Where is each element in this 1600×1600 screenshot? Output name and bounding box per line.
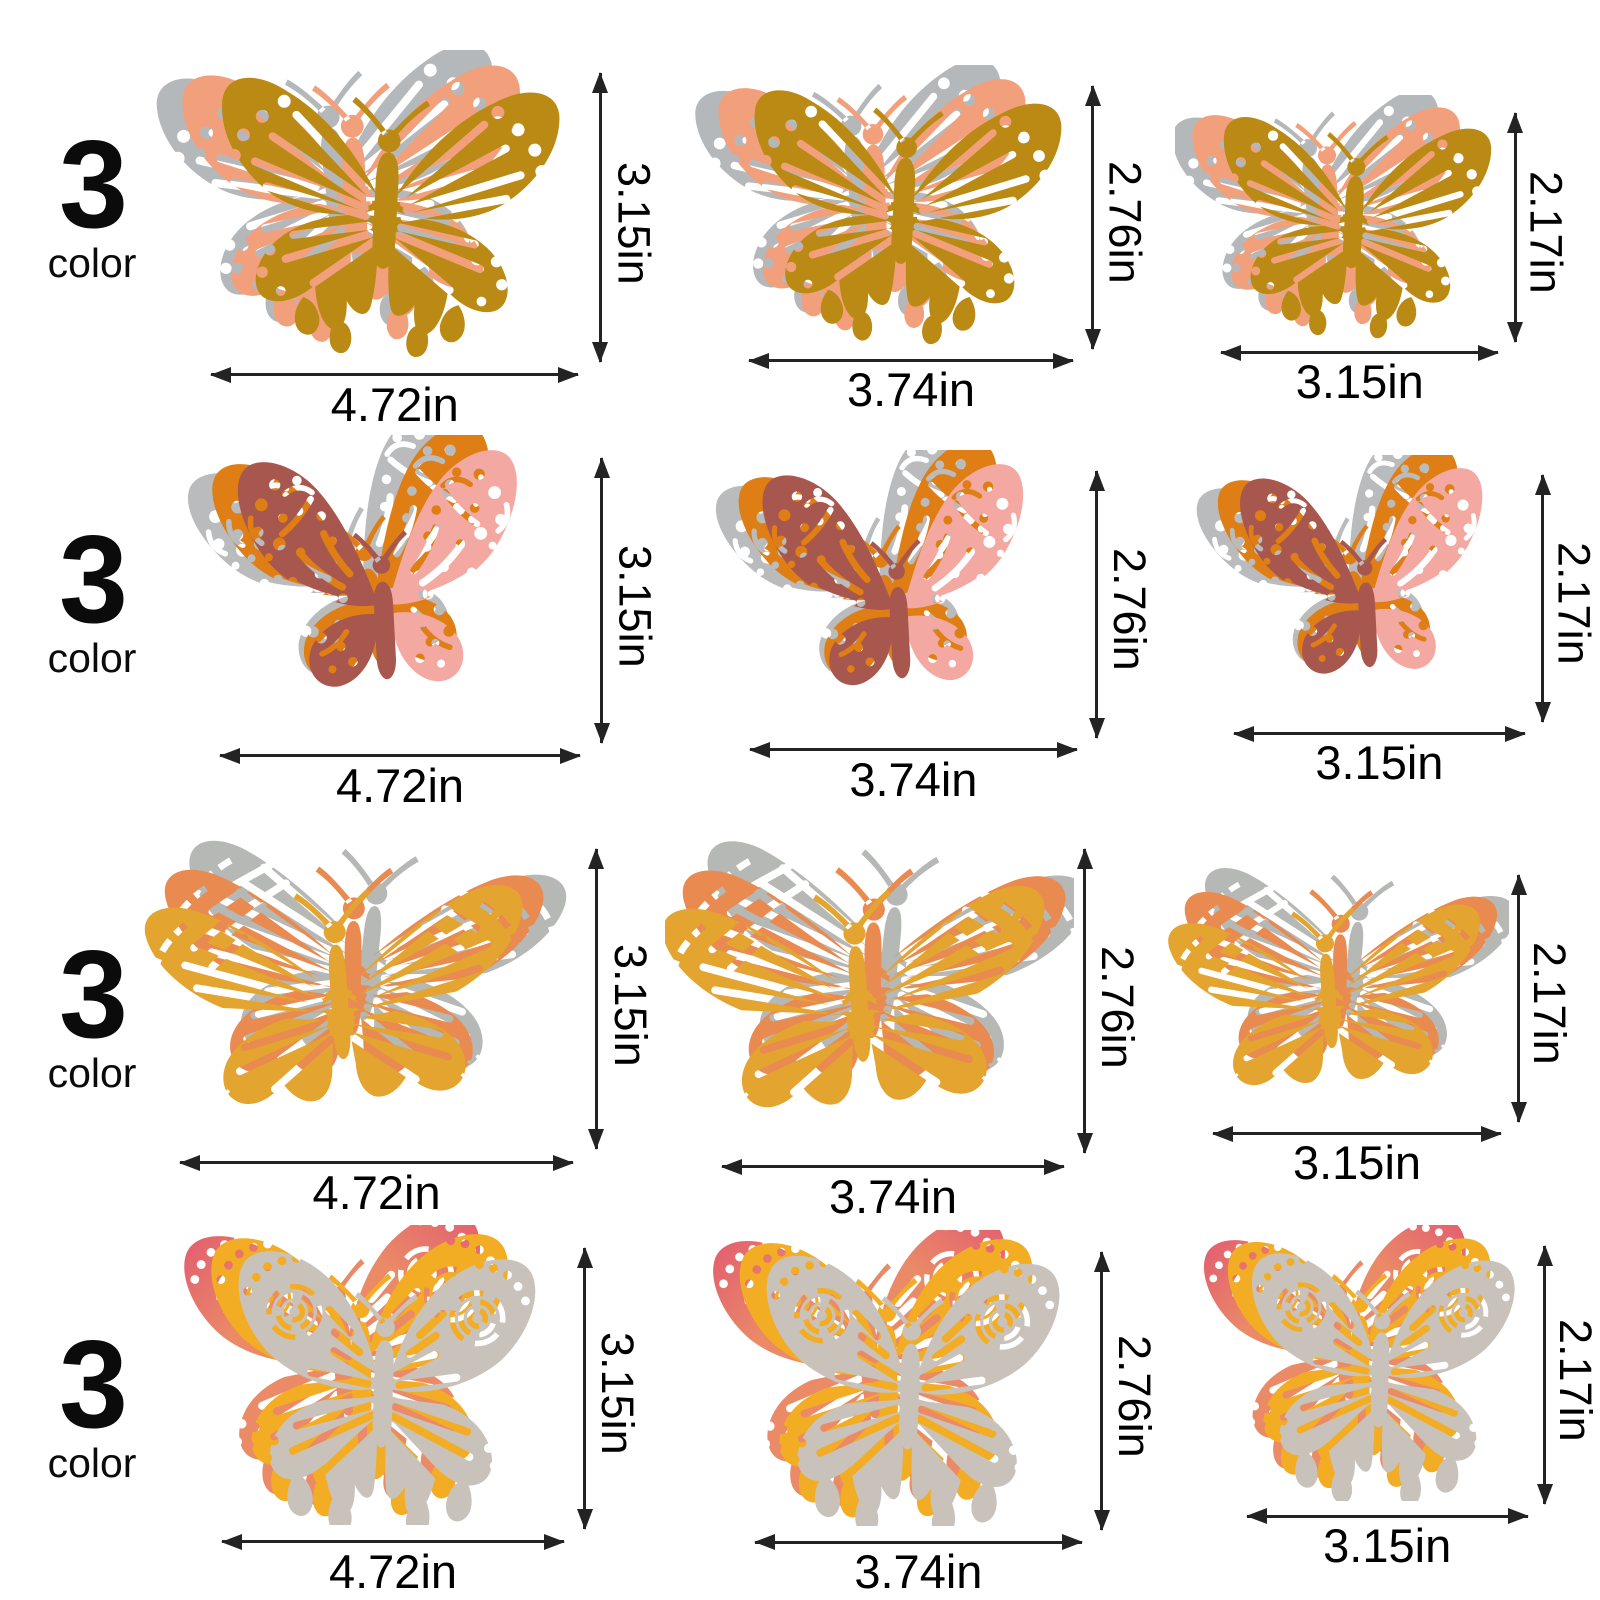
height-label: 2.76in — [1103, 548, 1155, 672]
height-arrow — [1536, 1244, 1553, 1506]
size-cell-medium: 3.74in 2.76in — [665, 825, 1143, 1230]
butterfly-stack-graphic — [115, 825, 584, 1145]
size-cell-large: 4.72in 3.15in — [115, 825, 660, 1225]
size-cell-medium: 3.74in 2.76in — [700, 1230, 1160, 1600]
width-arrow — [1220, 344, 1500, 361]
height-arrow — [1076, 848, 1093, 1154]
height-label: 2.17in — [1549, 1318, 1600, 1442]
size-cell-small: 3.15in 2.17in — [1200, 1225, 1600, 1572]
width-label: 3.74in — [854, 1545, 983, 1599]
width-label: 4.72in — [335, 758, 465, 812]
width-label: 3.74in — [849, 752, 978, 806]
width-arrow — [219, 747, 581, 764]
butterfly-stack-graphic — [695, 65, 1082, 345]
butterfly-stack-graphic — [1175, 95, 1506, 339]
color-count-badge: 3 color — [36, 116, 148, 286]
height-label: 2.76in — [1099, 161, 1151, 284]
color-count-badge: 3 color — [36, 926, 148, 1096]
butterfly-stack-graphic — [150, 50, 589, 358]
color-count-word: color — [47, 1049, 137, 1096]
width-label: 3.74in — [828, 1170, 958, 1224]
width-label: 3.15in — [1323, 1518, 1452, 1572]
butterfly-stack-graphic — [700, 1230, 1091, 1526]
color-count-badge: 3 color — [36, 511, 148, 681]
size-cell-small: 3.15in 2.17in — [1185, 455, 1600, 788]
width-label: 3.15in — [1315, 736, 1444, 790]
width-label: 3.15in — [1295, 354, 1424, 408]
butterfly-stack-graphic — [695, 450, 1086, 734]
width-arrow — [748, 741, 1078, 758]
width-label: 4.72in — [330, 378, 459, 432]
width-label: 3.74in — [846, 363, 976, 417]
butterfly-stack-graphic — [665, 825, 1074, 1149]
height-arrow — [1084, 85, 1101, 349]
height-label: 3.15in — [605, 943, 657, 1067]
width-arrow — [1232, 725, 1526, 742]
size-cell-large: 4.72in 3.15in — [165, 1225, 643, 1600]
butterfly-stack-graphic — [1185, 455, 1533, 719]
width-label: 4.72in — [328, 1544, 458, 1598]
width-label: 4.72in — [312, 1166, 441, 1219]
size-cell-medium: 3.74in 2.76in — [695, 450, 1155, 806]
width-arrow — [1212, 1125, 1502, 1142]
height-arrow — [1534, 473, 1551, 723]
color-count-number: 3 — [59, 116, 128, 254]
height-label: 2.17in — [1520, 170, 1572, 294]
size-cell-medium: 3.74in 2.76in — [695, 65, 1151, 417]
height-arrow — [1088, 470, 1105, 739]
size-cell-large: 4.72in 3.15in — [150, 50, 660, 435]
height-label: 2.76in — [1108, 1335, 1160, 1458]
height-label: 2.76in — [1091, 945, 1143, 1069]
height-label: 2.17in — [1548, 542, 1600, 665]
height-arrow — [1507, 112, 1524, 343]
height-label: 3.15in — [591, 1332, 643, 1456]
butterfly-stack-graphic — [165, 1225, 574, 1525]
size-cell-small: 3.15in 2.17in — [1165, 855, 1575, 1188]
height-arrow — [1510, 873, 1527, 1123]
height-label: 2.17in — [1524, 942, 1575, 1065]
height-arrow — [593, 456, 610, 744]
butterfly-stack-graphic — [1165, 855, 1509, 1119]
width-arrow — [1245, 1508, 1529, 1525]
color-count-badge: 3 color — [36, 1316, 148, 1486]
height-label: 3.15in — [609, 544, 661, 668]
width-arrow — [721, 1158, 1065, 1175]
height-arrow — [592, 72, 609, 363]
size-cell-large: 4.72in 3.15in — [160, 435, 661, 815]
color-count-number: 3 — [59, 511, 128, 649]
size-cell-small: 3.15in 2.17in — [1175, 95, 1571, 407]
color-count-number: 3 — [59, 1316, 128, 1454]
butterfly-stack-graphic — [160, 435, 590, 739]
color-count-word: color — [47, 634, 137, 681]
butterfly-stack-graphic — [1200, 1225, 1535, 1501]
height-arrow — [1093, 1251, 1110, 1531]
width-arrow — [748, 352, 1074, 369]
height-arrow — [576, 1246, 593, 1531]
height-arrow — [588, 848, 605, 1150]
height-label: 3.15in — [608, 161, 660, 285]
width-arrow — [753, 1534, 1083, 1551]
width-arrow — [179, 1154, 575, 1171]
width-arrow — [221, 1533, 565, 1550]
color-count-word: color — [47, 1439, 137, 1486]
width-arrow — [210, 366, 580, 383]
color-count-word: color — [47, 239, 137, 286]
width-label: 3.15in — [1292, 1136, 1422, 1190]
color-count-number: 3 — [59, 926, 128, 1064]
